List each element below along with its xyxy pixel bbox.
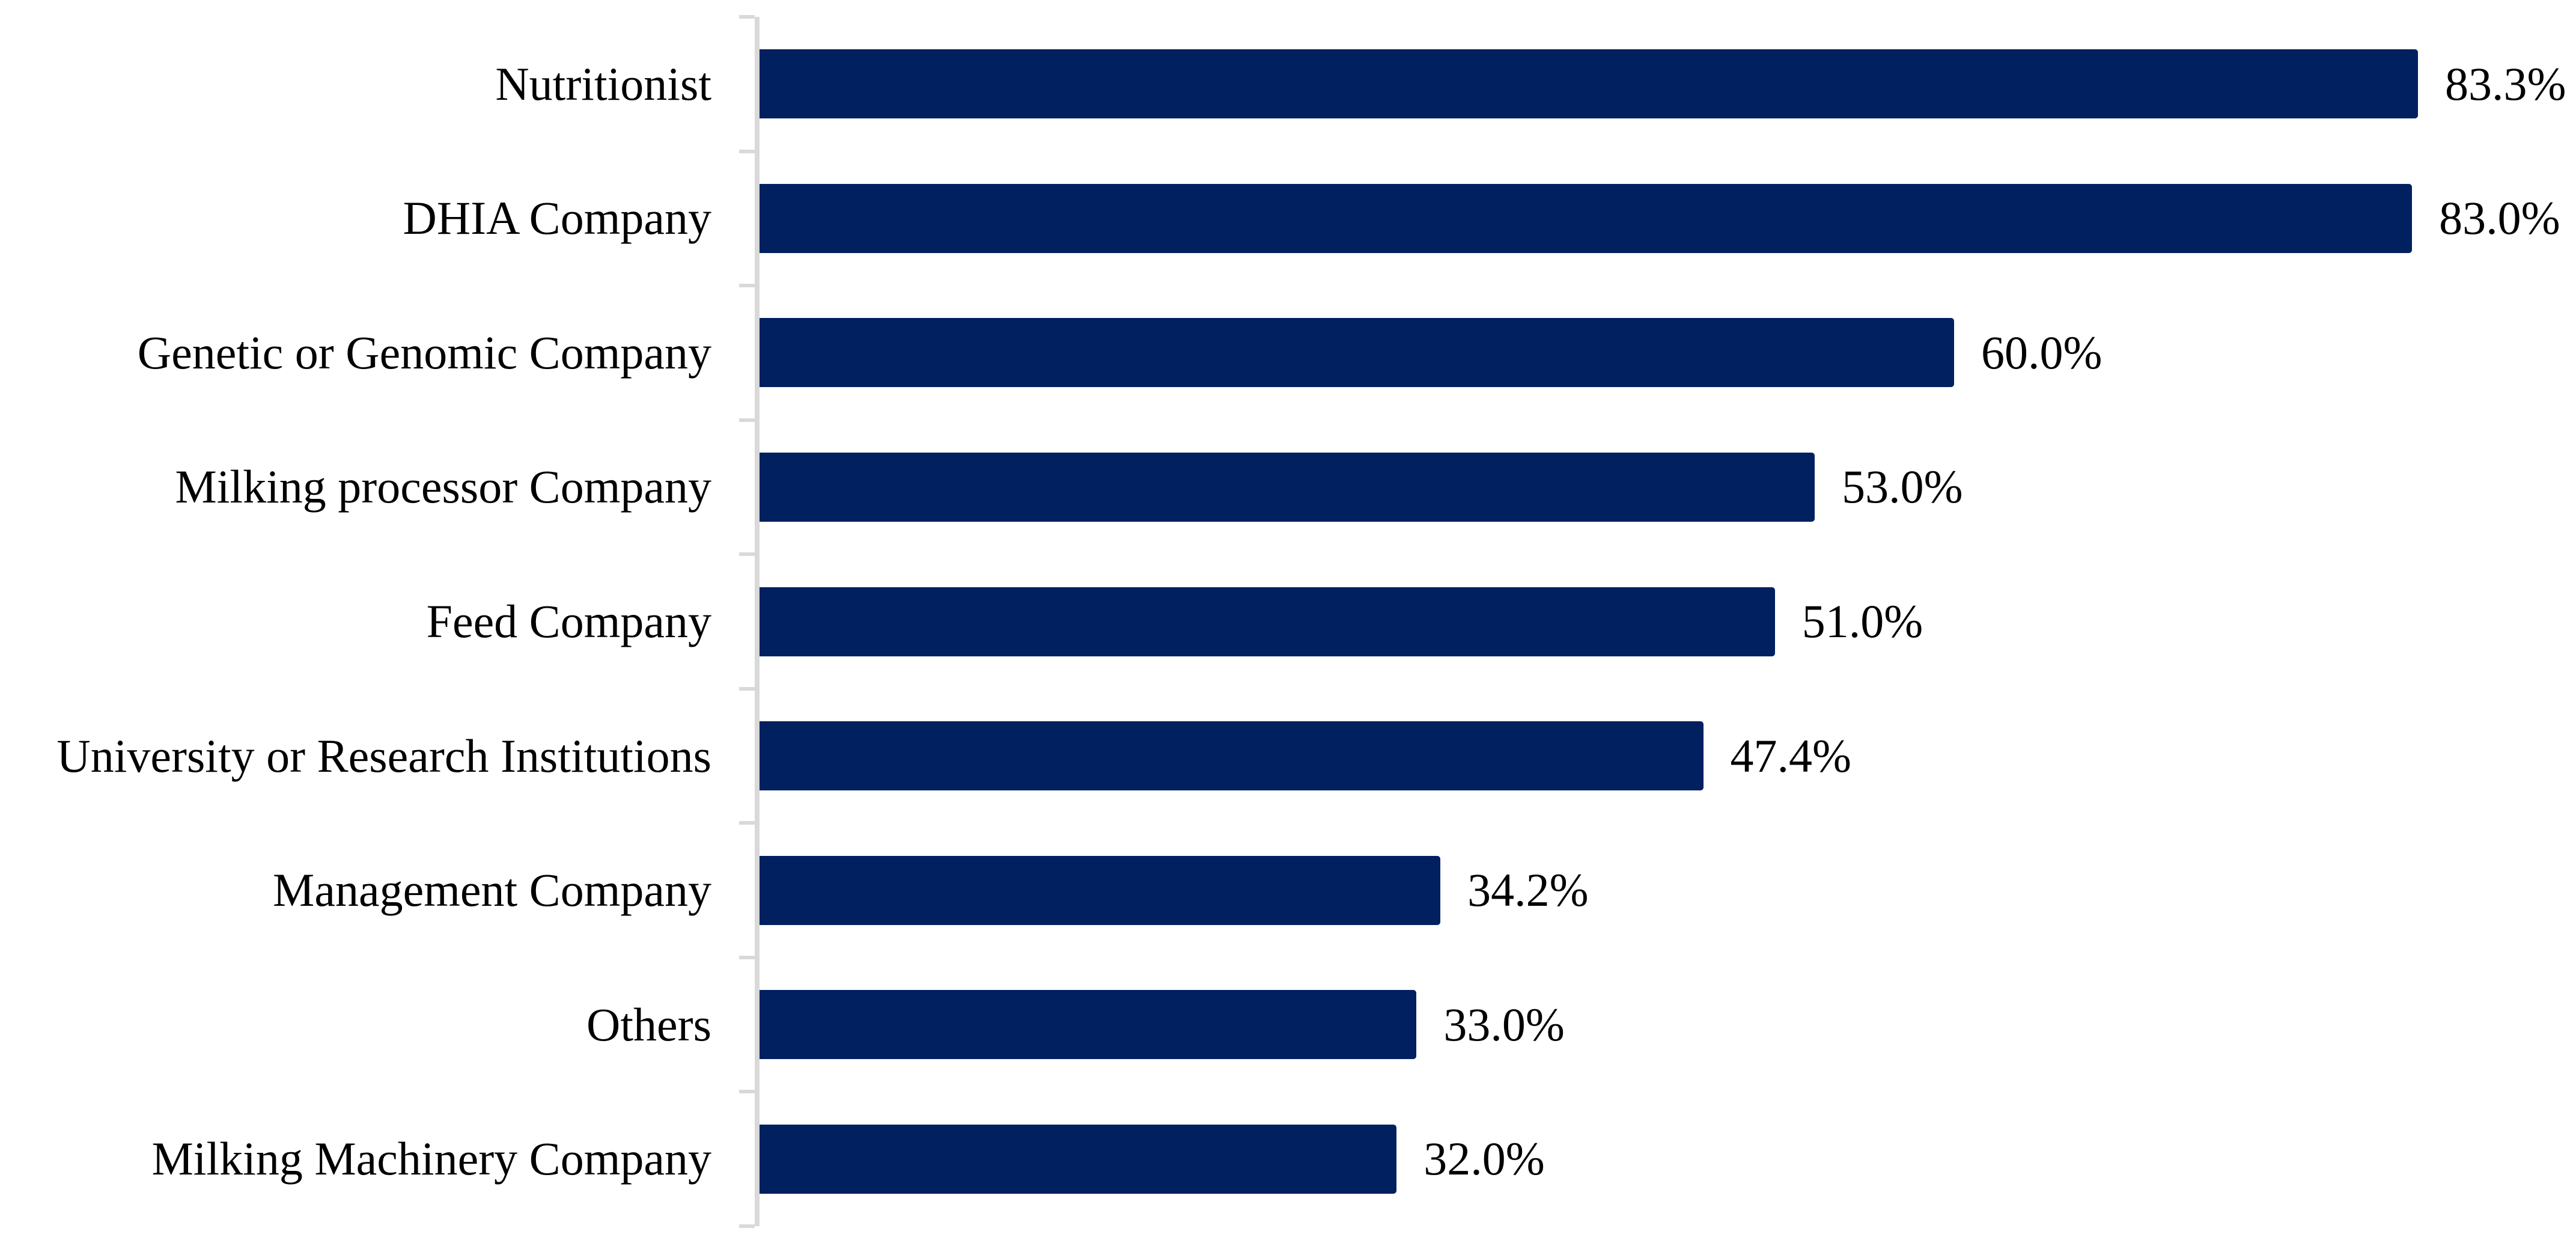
y-axis-tick xyxy=(739,955,755,959)
chart-row: Genetic or Genomic Company 60.0% xyxy=(0,286,2576,420)
chart-row: Others 33.0% xyxy=(0,957,2576,1092)
bar-track: 33.0% xyxy=(760,957,2551,1092)
y-axis-tick xyxy=(739,686,755,691)
chart-row: Nutritionist 83.3% xyxy=(0,17,2576,151)
value-label: 83.3% xyxy=(2445,57,2566,110)
bar xyxy=(760,318,1954,388)
bar xyxy=(760,49,2418,119)
value-label: 34.2% xyxy=(1467,864,1589,917)
bar xyxy=(760,452,1815,522)
category-label: University or Research Institutions xyxy=(56,729,711,782)
y-axis-tick xyxy=(739,149,755,153)
y-axis-tick xyxy=(739,15,755,19)
y-axis-tick xyxy=(739,418,755,422)
y-axis-line xyxy=(755,17,760,1226)
bar xyxy=(760,1124,1397,1194)
bar-track: 60.0% xyxy=(760,286,2551,420)
bar-track: 53.0% xyxy=(760,420,2551,555)
value-label: 51.0% xyxy=(1801,595,1923,648)
category-label: Genetic or Genomic Company xyxy=(137,326,711,379)
value-label: 32.0% xyxy=(1423,1132,1545,1185)
value-label: 47.4% xyxy=(1730,729,1851,782)
chart-row: University or Research Institutions 47.4% xyxy=(0,689,2576,823)
bar-track: 83.0% xyxy=(760,151,2560,286)
bar-track: 47.4% xyxy=(760,689,2551,823)
value-label: 53.0% xyxy=(1842,460,1963,513)
chart-row: Milking Machinery Company 32.0% xyxy=(0,1092,2576,1227)
y-axis-tick xyxy=(739,821,755,825)
value-label: 33.0% xyxy=(1443,998,1565,1051)
chart-row: Management Company 34.2% xyxy=(0,823,2576,957)
chart-row: DHIA Company 83.0% xyxy=(0,151,2576,286)
bar-track: 34.2% xyxy=(760,823,2551,957)
bar xyxy=(760,587,1775,656)
category-label: Milking Machinery Company xyxy=(151,1132,711,1185)
chart-row: Feed Company 51.0% xyxy=(0,554,2576,689)
bar xyxy=(760,721,1704,791)
chart-rows: Nutritionist 83.3% DHIA Company 83.0% Geneti… xyxy=(0,17,2576,1226)
value-label: 83.0% xyxy=(2439,192,2560,245)
bar-track: 51.0% xyxy=(760,554,2551,689)
category-label: Nutritionist xyxy=(495,57,711,110)
category-label: Feed Company xyxy=(426,595,711,648)
value-label: 60.0% xyxy=(1981,326,2103,379)
category-label: Management Company xyxy=(273,864,711,917)
y-axis-tick xyxy=(739,284,755,288)
bar xyxy=(760,855,1441,925)
chart-row: Milking processor Company 53.0% xyxy=(0,420,2576,555)
y-axis-tick xyxy=(739,1224,755,1228)
y-axis-tick xyxy=(739,1090,755,1094)
bar xyxy=(760,990,1417,1060)
bar-track: 32.0% xyxy=(760,1092,2551,1227)
bar xyxy=(760,183,2413,253)
category-label: Milking processor Company xyxy=(175,460,711,513)
category-label: Others xyxy=(586,998,711,1051)
category-label: DHIA Company xyxy=(403,192,711,245)
bar-track: 83.3% xyxy=(760,17,2566,151)
y-axis-tick xyxy=(739,552,755,557)
